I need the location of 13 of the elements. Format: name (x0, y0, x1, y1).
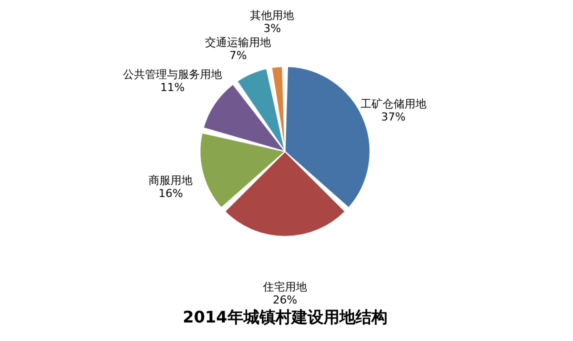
slice-label: 工矿仓储用地 (360, 98, 426, 111)
text: 2014年城镇村建设用地结构 (182, 308, 388, 326)
data-label: 3% (263, 22, 281, 36)
slice-label: 住宅用地 (263, 280, 307, 294)
slice-label: 商服用地 (148, 174, 193, 187)
data-label: 26% (272, 294, 298, 306)
data-label: 7% (229, 49, 247, 62)
data-label: 37% (381, 110, 406, 124)
data-label: 11% (160, 81, 185, 94)
slice-label: 公共管理与服务用地 (123, 68, 222, 82)
slice-label: 交通运输用地 (205, 36, 272, 50)
slice-label: 其他用地 (250, 9, 294, 22)
data-label: 16% (158, 186, 183, 200)
